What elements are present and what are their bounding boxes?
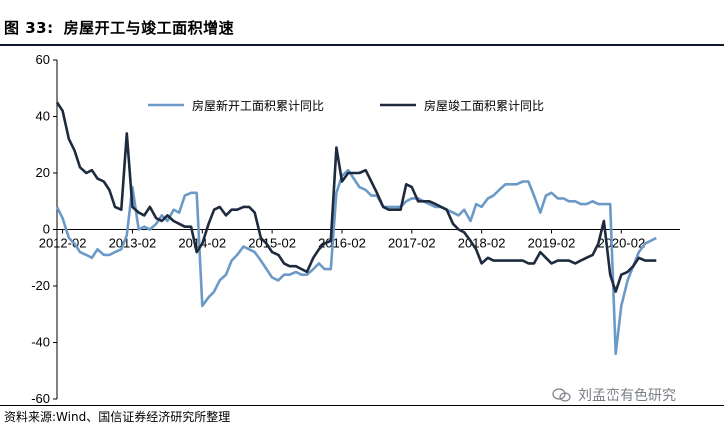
x-tick-label: 2013-02	[109, 236, 157, 251]
x-tick-label: 2019-02	[528, 236, 576, 251]
y-axis: -60 -40 -20 0 20 40 60	[31, 52, 58, 406]
figure-title-text: 房屋开工与竣工面积增速	[63, 19, 235, 37]
y-tick-label: 60	[36, 52, 50, 67]
y-tick-label: 0	[43, 222, 50, 237]
figure-title: 图 33: 房屋开工与竣工面积增速	[4, 17, 244, 38]
series-lines	[55, 101, 657, 356]
series-line-2	[55, 101, 657, 293]
wechat-icon	[552, 388, 571, 402]
legend-label-2: 房屋竣工面积累计同比	[424, 98, 544, 113]
source-note: 资料来源:Wind、国信证券经济研究所整理	[4, 410, 231, 424]
legend: 房屋新开工面积累计同比 房屋竣工面积累计同比	[148, 98, 544, 113]
watermark-text: 刘孟峦有色研究	[578, 388, 676, 404]
x-tick-label: 2018-02	[458, 236, 506, 251]
x-tick-label: 2015-02	[248, 236, 296, 251]
y-tick-label: 40	[36, 109, 50, 124]
y-tick-label: 20	[36, 165, 50, 180]
watermark: 刘孟峦有色研究	[552, 385, 676, 405]
x-axis: 2012-02 2013-02 2014-02 2015-02 2016-02 2017-…	[39, 229, 680, 251]
x-tick-label: 2020-02	[597, 236, 645, 251]
y-tick-label: -60	[31, 391, 50, 406]
figure-number: 图 33:	[4, 19, 54, 37]
y-tick-label: -20	[31, 278, 50, 293]
x-tick-label: 2012-02	[39, 236, 87, 251]
source-rule	[0, 405, 724, 406]
title-rule	[0, 44, 724, 46]
series-line-1	[55, 168, 657, 356]
y-tick-label: -40	[31, 335, 50, 350]
legend-label-1: 房屋新开工面积累计同比	[192, 98, 324, 113]
x-tick-label: 2017-02	[388, 236, 436, 251]
